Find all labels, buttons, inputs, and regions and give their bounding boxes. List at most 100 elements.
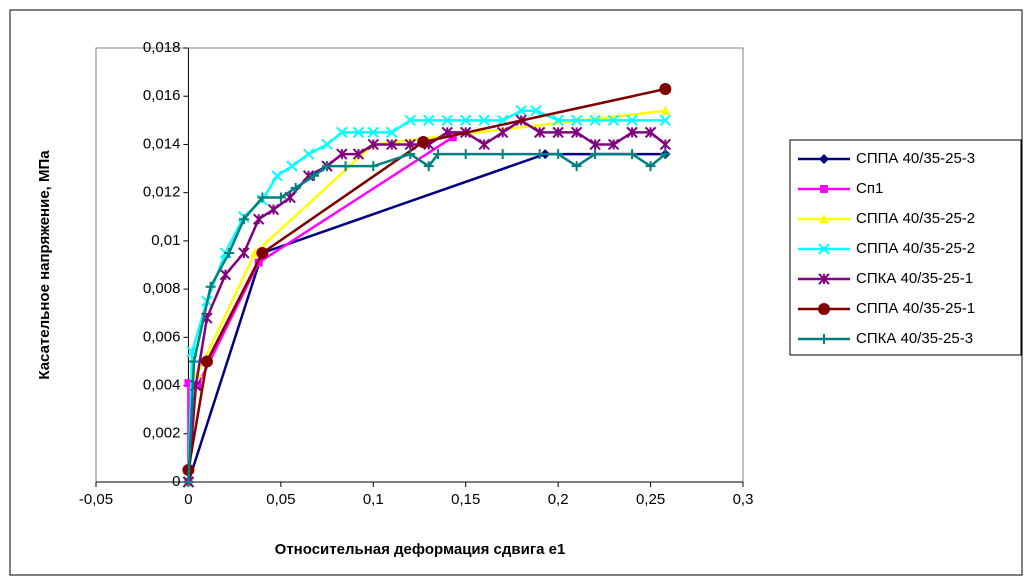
- y-tick-label: 0,012: [143, 184, 181, 201]
- marker: [336, 126, 348, 139]
- marker: [432, 149, 443, 160]
- marker: [478, 138, 490, 151]
- marker: [460, 114, 472, 127]
- marker: [533, 126, 546, 139]
- marker: [256, 246, 269, 259]
- marker: [252, 213, 265, 225]
- legend-label: СППА 40/35-25-1: [856, 300, 975, 317]
- x-tick-label: 0,05: [266, 491, 295, 508]
- marker: [352, 126, 365, 139]
- marker: [590, 149, 601, 160]
- marker: [423, 161, 434, 172]
- marker: [819, 214, 829, 223]
- marker: [607, 114, 620, 127]
- legend-label: СПКА 40/35-25-1: [856, 270, 973, 287]
- marker: [571, 161, 582, 172]
- marker: [820, 185, 828, 193]
- x-tick-label: 0,15: [451, 491, 480, 508]
- legend-label: СППА 40/35-25-3: [856, 150, 975, 167]
- y-tick-label: 0,006: [143, 328, 181, 345]
- marker: [644, 126, 657, 139]
- x-tick-label: 0,25: [636, 491, 665, 508]
- x-tick-label: 0,2: [548, 491, 569, 508]
- marker: [553, 149, 564, 160]
- marker: [238, 247, 250, 259]
- marker: [659, 82, 672, 95]
- legend-label: СПКА 40/35-25-3: [856, 330, 973, 347]
- y-tick-label: 0: [172, 473, 180, 490]
- legend-label: Сп1: [856, 180, 883, 197]
- marker: [352, 148, 365, 160]
- marker: [423, 114, 435, 127]
- marker: [417, 136, 430, 149]
- marker: [219, 268, 232, 281]
- marker: [386, 138, 398, 151]
- x-tick-label: 0: [184, 491, 192, 508]
- marker: [460, 149, 471, 160]
- marker: [570, 126, 583, 139]
- marker: [589, 114, 601, 127]
- marker: [286, 160, 298, 172]
- marker: [290, 182, 301, 193]
- marker: [589, 138, 601, 151]
- marker: [660, 105, 671, 115]
- marker: [386, 126, 398, 139]
- marker: [496, 126, 509, 139]
- y-tick-label: 0,014: [143, 135, 181, 152]
- y-tick-label: 0,016: [143, 87, 181, 104]
- marker: [271, 170, 283, 182]
- marker: [818, 243, 830, 255]
- marker: [534, 149, 545, 160]
- marker: [275, 192, 286, 203]
- marker: [183, 477, 194, 487]
- x-tick-label: 0,1: [363, 491, 384, 508]
- marker: [200, 355, 213, 368]
- legend: [789, 139, 1022, 356]
- marker: [188, 356, 199, 367]
- marker: [530, 104, 542, 117]
- marker: [257, 192, 268, 203]
- marker: [659, 114, 672, 127]
- marker: [818, 303, 830, 315]
- marker: [336, 148, 348, 160]
- marker: [819, 334, 829, 344]
- marker: [322, 161, 333, 172]
- marker: [321, 138, 333, 151]
- marker: [224, 247, 235, 258]
- marker: [660, 149, 671, 160]
- marker: [607, 138, 620, 151]
- marker: [627, 149, 638, 160]
- marker: [626, 126, 638, 139]
- marker: [367, 138, 379, 151]
- marker: [645, 161, 656, 172]
- marker: [515, 104, 527, 117]
- x-tick-label: -0,05: [79, 491, 113, 508]
- marker: [818, 273, 830, 285]
- series-line: [187, 152, 667, 483]
- y-tick-label: 0,008: [143, 280, 181, 297]
- marker: [552, 126, 564, 139]
- legend-label: СППА 40/35-25-2: [856, 240, 975, 257]
- marker: [448, 133, 457, 142]
- marker: [340, 161, 351, 172]
- legend-label: СППА 40/35-25-2: [856, 210, 975, 227]
- y-tick-label: 0,004: [143, 377, 181, 394]
- y-tick-label: 0,018: [143, 39, 181, 56]
- marker: [368, 161, 379, 172]
- marker: [404, 114, 416, 127]
- marker: [497, 149, 508, 160]
- x-tick-label: 0,3: [733, 491, 754, 508]
- y-tick-label: 0,002: [143, 425, 181, 442]
- marker: [367, 126, 379, 139]
- marker: [405, 149, 416, 160]
- y-tick-label: 0,01: [151, 232, 180, 249]
- marker: [626, 114, 638, 127]
- marker: [441, 114, 453, 127]
- marker: [238, 214, 249, 225]
- marker: [552, 114, 564, 127]
- marker: [184, 379, 193, 388]
- marker: [267, 203, 280, 216]
- marker: [302, 148, 315, 160]
- marker: [309, 170, 320, 181]
